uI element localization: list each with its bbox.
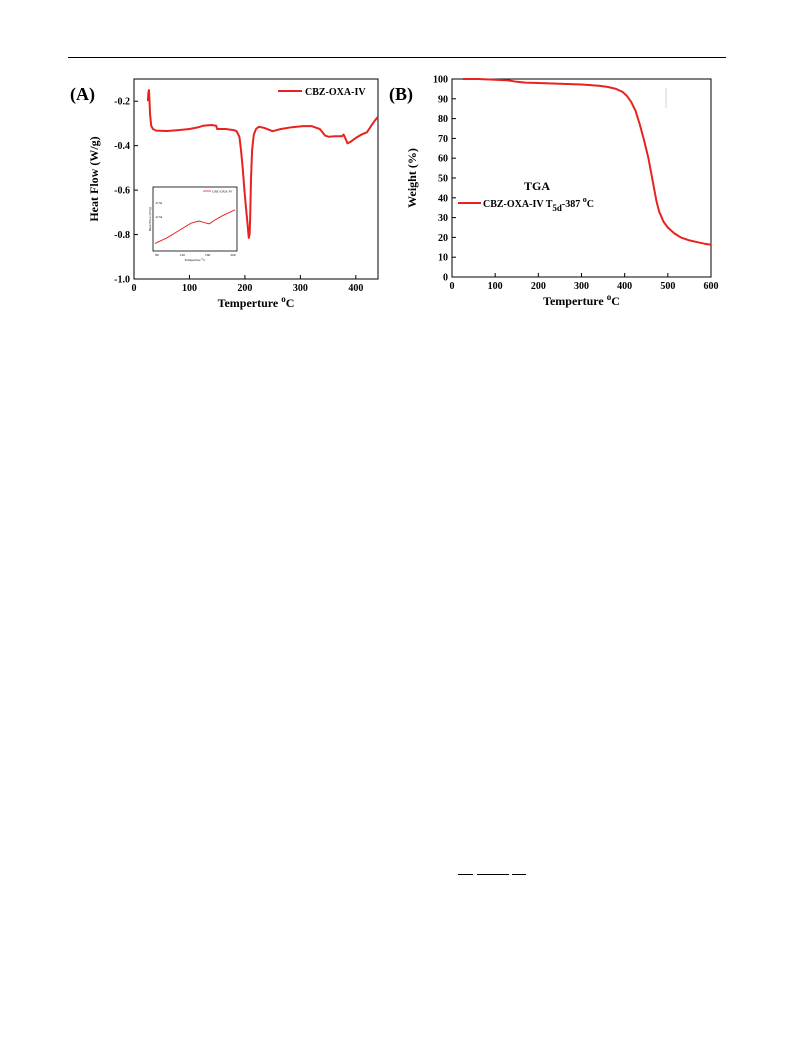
plot-frame	[451, 78, 712, 278]
inset-y-axis-title: Heat Flow (W/g)	[148, 206, 152, 231]
y-tick-label: 0	[443, 273, 448, 284]
x-tick-label: 200	[531, 281, 546, 292]
series-line-CBZ-OXA-IV	[146, 89, 379, 239]
x-axis-title: Temperture oC	[218, 294, 295, 310]
x-tick-label: 0	[132, 283, 137, 294]
x-tick-label: 0	[450, 281, 455, 292]
x-tick-label: 400	[617, 281, 632, 292]
y-tick-label: -0.2	[114, 97, 130, 108]
y-axis-title: Heat Flow (W/g)	[87, 136, 101, 221]
y-tick-label: 90	[438, 94, 448, 105]
x-tick-label: 100	[182, 283, 197, 294]
series-line-CBZ-OXA-IV	[462, 78, 712, 246]
y-tick-label: 100	[433, 75, 448, 86]
x-tick-label: 600	[704, 281, 719, 292]
footer-dash-3	[512, 874, 526, 875]
inset-x-tick-label: 120	[180, 253, 186, 257]
panel-label-b: (B)	[389, 84, 413, 104]
x-axis-title: Temperture oC	[543, 292, 620, 308]
inset-y-tick-label: -0.32	[155, 201, 163, 205]
plot-frame	[133, 78, 379, 280]
x-tick-label: 500	[660, 281, 675, 292]
y-tick-label: 40	[438, 193, 448, 204]
y-tick-label: -1.0	[114, 275, 130, 286]
y-tick-label: 60	[438, 154, 448, 165]
legend-label: CBZ-OXA-IV T5d-387 oC	[483, 195, 594, 213]
x-tick-label: 300	[574, 281, 589, 292]
x-tick-label: 300	[293, 283, 308, 294]
y-tick-label: 50	[438, 174, 448, 185]
legend-label: CBZ-OXA-IV	[305, 87, 366, 98]
y-tick-label: -0.4	[114, 141, 130, 152]
y-tick-label: 80	[438, 114, 448, 125]
y-tick-label: 10	[438, 253, 448, 264]
y-tick-label: 70	[438, 134, 448, 145]
inset-x-tick-label: 160	[205, 253, 211, 257]
footer-dash-2	[477, 874, 509, 875]
x-tick-label: 400	[348, 283, 363, 294]
header-rule	[68, 57, 726, 58]
inset-frame	[152, 186, 238, 252]
x-tick-label: 200	[237, 283, 252, 294]
inset-x-axis-title: Temperture oC	[184, 257, 206, 263]
inset-x-tick-label: 80	[155, 253, 159, 257]
y-tick-label: 30	[438, 213, 448, 224]
inset-y-tick-label: -0.34	[155, 215, 163, 219]
y-tick-label: -0.6	[114, 186, 130, 197]
inset-series-line	[154, 209, 236, 244]
panel-label-a: (A)	[70, 84, 95, 104]
y-tick-label: 20	[438, 233, 448, 244]
footer-dash-1	[458, 874, 473, 875]
inset-legend-label: CBZ-OXA-IV	[212, 190, 233, 194]
x-tick-label: 100	[488, 281, 503, 292]
inset-x-tick-label: 200	[230, 253, 236, 257]
chart-title: TGA	[524, 179, 550, 193]
y-tick-label: -0.8	[114, 230, 130, 241]
y-axis-title: Weight (%)	[405, 148, 419, 208]
